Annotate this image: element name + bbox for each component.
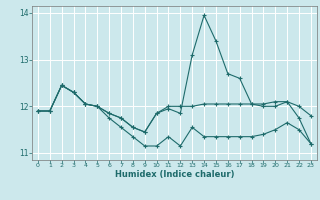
X-axis label: Humidex (Indice chaleur): Humidex (Indice chaleur)	[115, 170, 234, 179]
